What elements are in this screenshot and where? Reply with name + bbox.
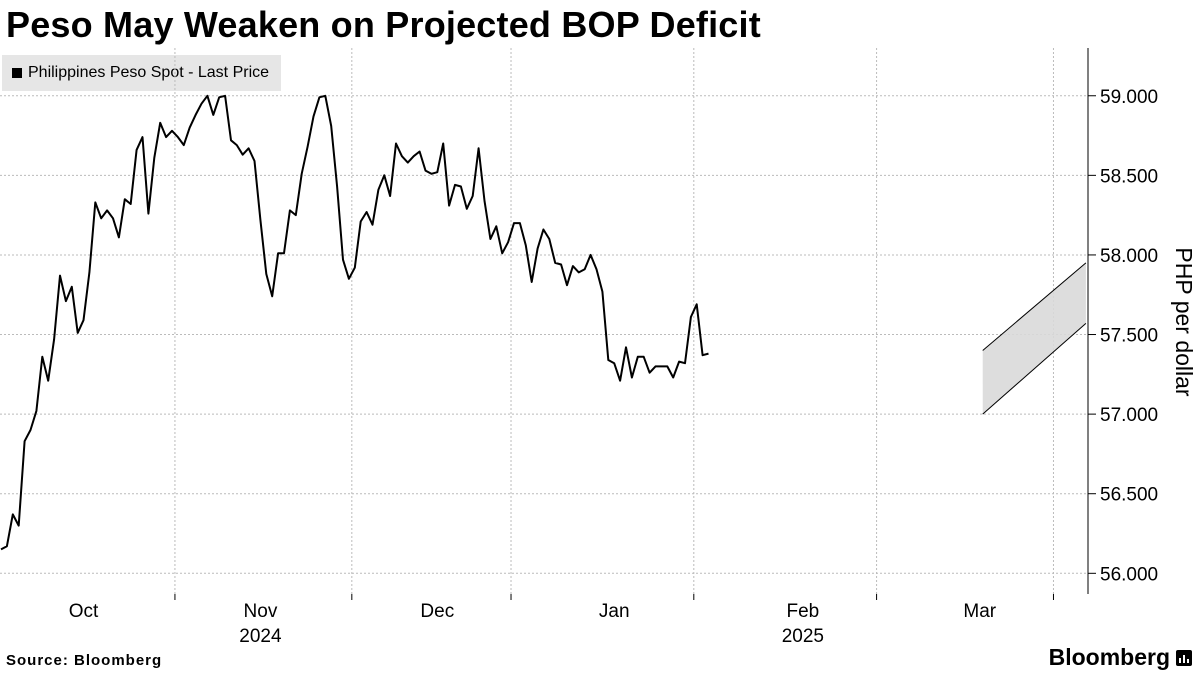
legend-label: Philippines Peso Spot - Last Price xyxy=(28,64,270,81)
trend-channel-upper xyxy=(982,262,1087,351)
trend-channel-lower xyxy=(982,323,1087,415)
y-tick-label: 58.500 xyxy=(1100,166,1158,187)
x-tick-label: Oct xyxy=(69,601,99,622)
legend-swatch xyxy=(12,68,22,78)
series-line-php-spot xyxy=(0,94,709,551)
legend: Philippines Peso Spot - Last Price xyxy=(2,55,282,91)
y-axis-title: PHP per dollar xyxy=(1171,247,1197,396)
x-tick-label: Dec xyxy=(420,601,454,622)
trend-channel xyxy=(982,262,1086,415)
y-tick-label: 59.000 xyxy=(1100,87,1158,108)
x-tick-label: Feb xyxy=(787,601,820,622)
y-tick-label: 57.500 xyxy=(1100,326,1158,347)
bloomberg-terminal-icon xyxy=(1176,649,1192,666)
y-tick-label: 57.000 xyxy=(1100,405,1158,426)
source-note: Source: Bloomberg xyxy=(6,652,163,669)
brand-logo: Bloomberg xyxy=(1049,644,1192,671)
x-tick-label: Mar xyxy=(963,601,996,622)
y-tick-label: 56.500 xyxy=(1100,485,1158,506)
brand-name: Bloomberg xyxy=(1048,644,1170,670)
x-year-label: 2025 xyxy=(782,626,824,647)
chart-title: Peso May Weaken on Projected BOP Deficit xyxy=(6,4,761,45)
y-tick-label: 56.000 xyxy=(1100,564,1158,585)
x-tick-label: Nov xyxy=(244,601,278,622)
x-year-label: 2024 xyxy=(239,626,282,647)
x-tick-label: Jan xyxy=(599,601,630,622)
y-tick-label: 58.000 xyxy=(1100,246,1158,267)
